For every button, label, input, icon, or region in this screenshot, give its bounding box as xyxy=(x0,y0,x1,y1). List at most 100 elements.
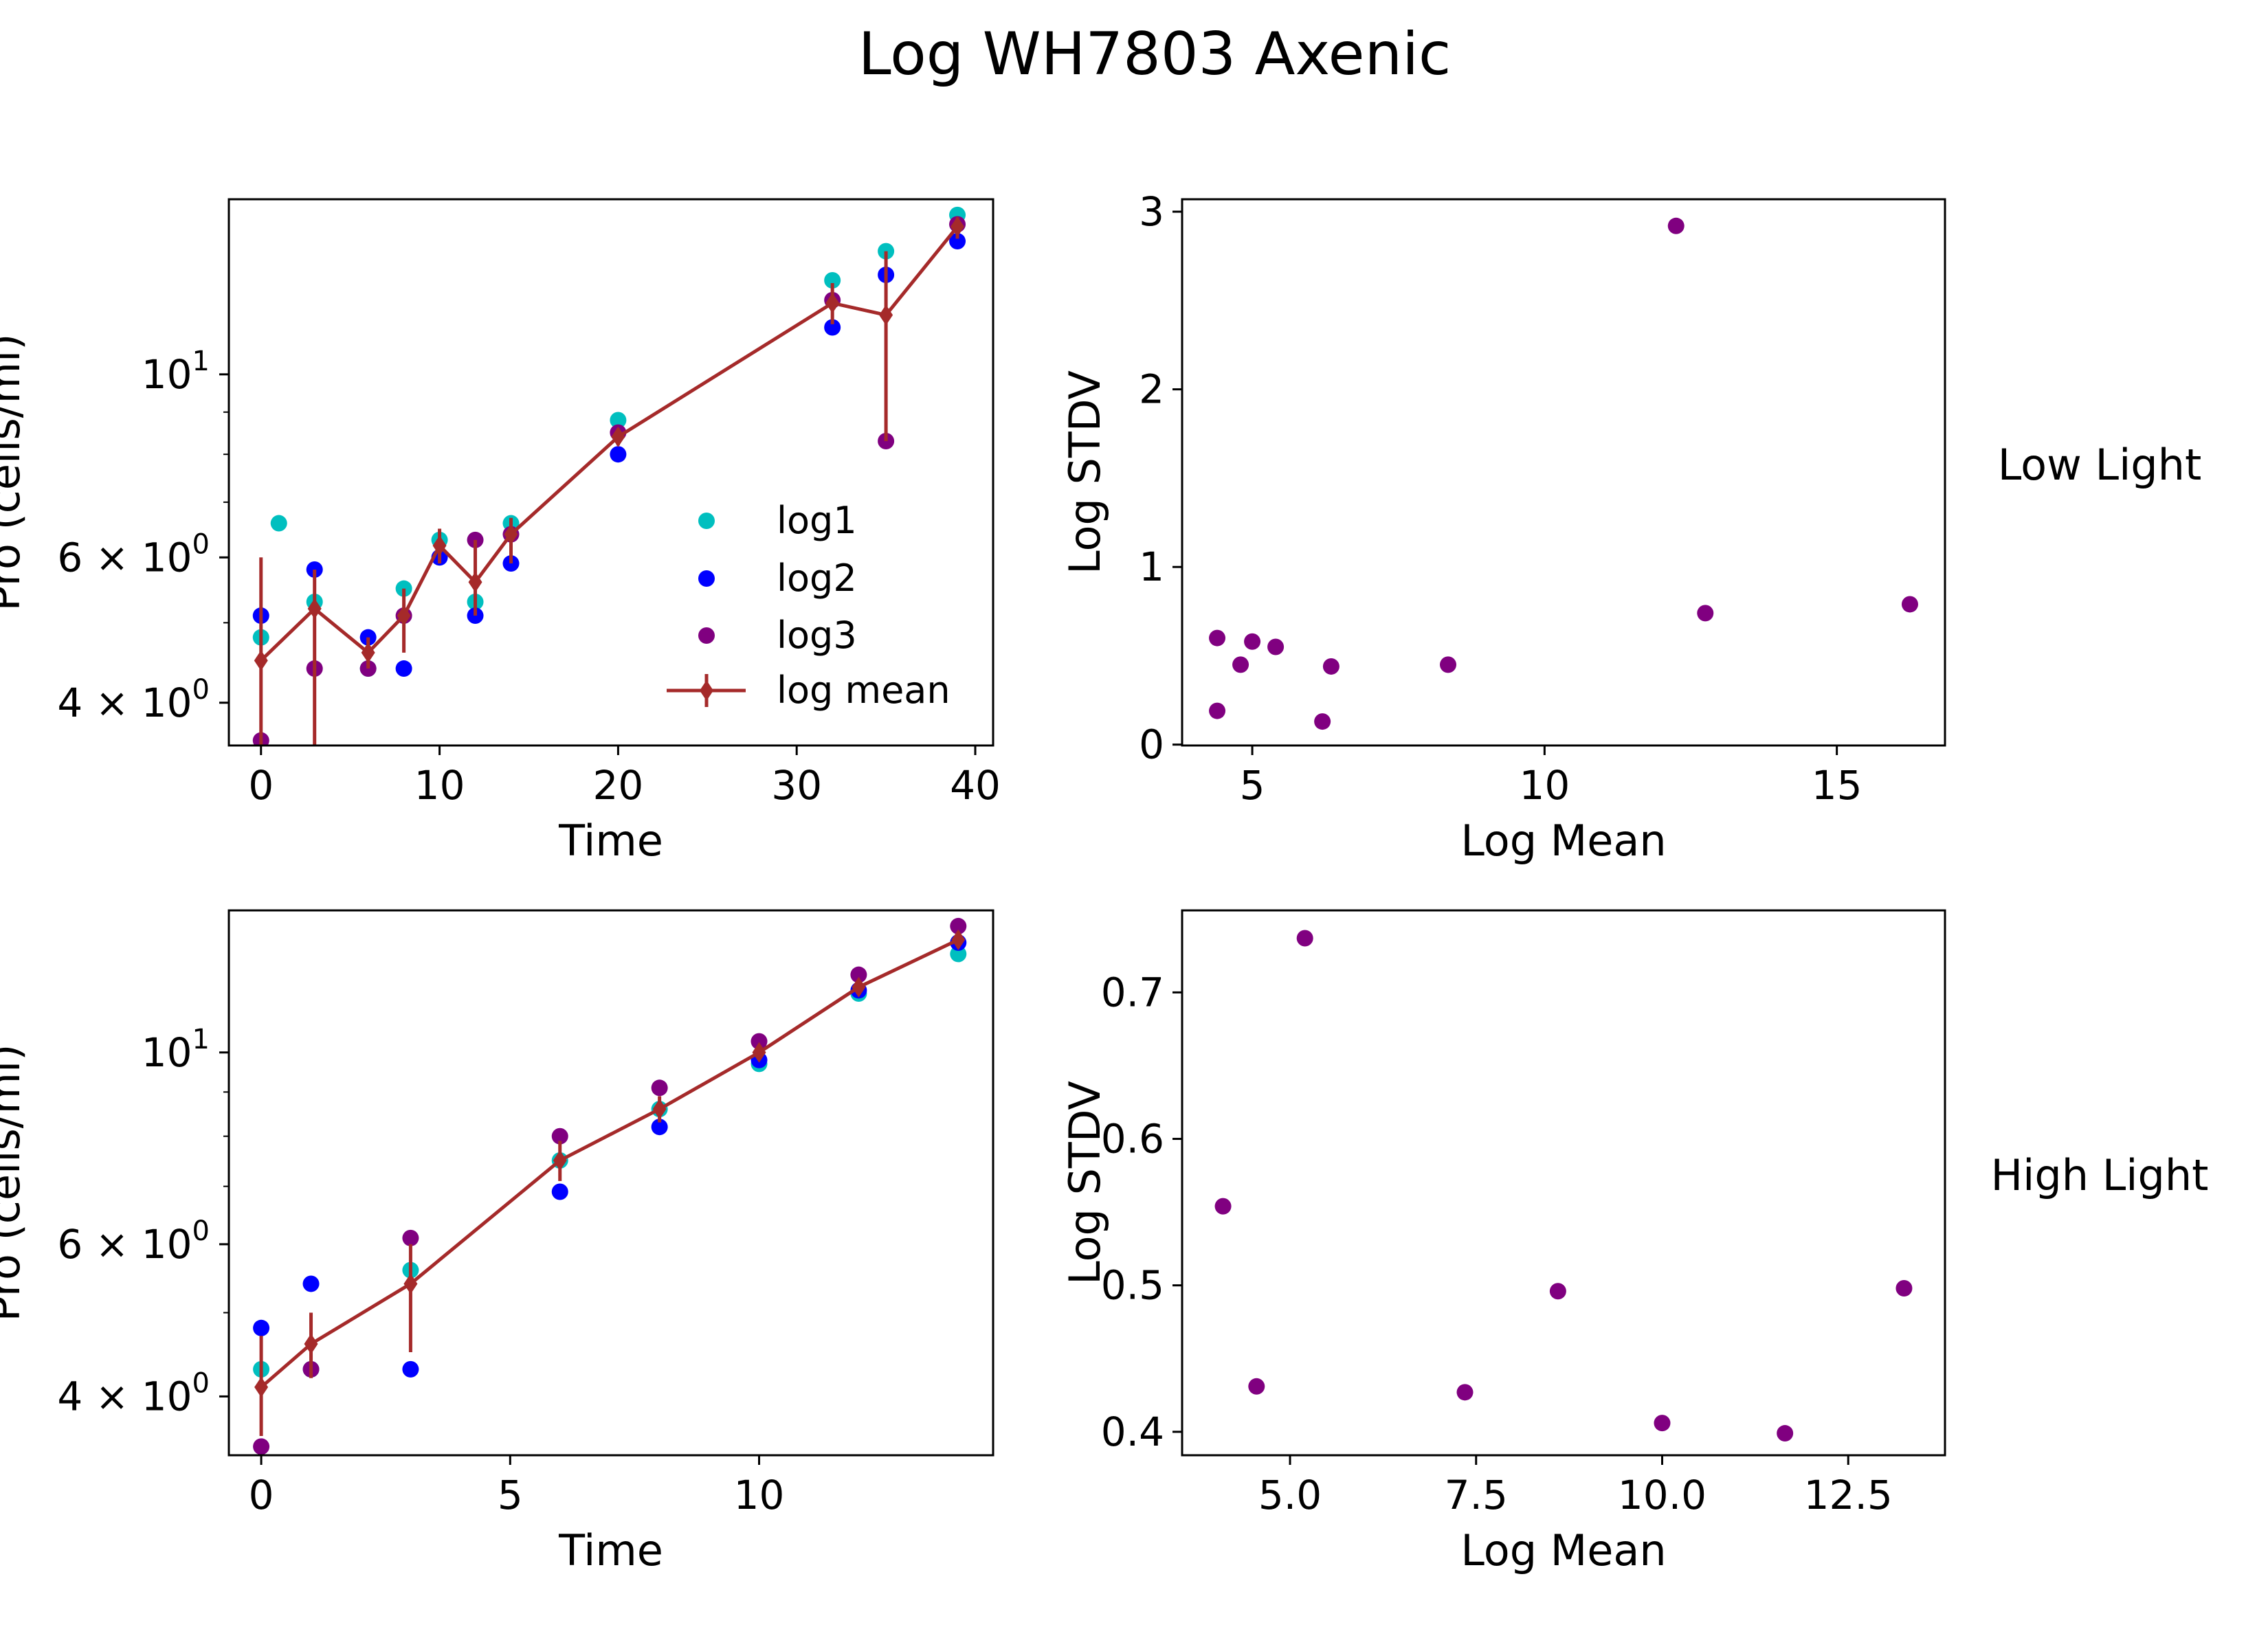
data-point-log2 xyxy=(551,1183,568,1200)
scatter-point xyxy=(1209,629,1226,647)
y-tick-label: 0.4 xyxy=(1101,1409,1164,1455)
y-tick-label: 4 × 100 xyxy=(57,674,210,726)
data-point-log2 xyxy=(651,1119,668,1136)
plot-area xyxy=(253,917,967,1455)
scatter-point xyxy=(1322,658,1339,675)
y-axis-label: Pro (cells/ml) xyxy=(0,334,30,612)
mean-marker xyxy=(254,1376,269,1398)
x-tick-label: 10 xyxy=(1519,762,1570,809)
mean-marker xyxy=(951,929,966,950)
x-tick-label: 12.5 xyxy=(1804,1472,1893,1518)
legend-marker-mean xyxy=(700,680,713,701)
data-point-log3 xyxy=(253,1438,270,1455)
scatter-point xyxy=(1314,713,1331,730)
scatter-point xyxy=(1667,217,1685,234)
mean-marker xyxy=(432,535,447,557)
x-axis-label: Time xyxy=(558,816,663,866)
mean-marker xyxy=(852,976,866,998)
x-tick-label: 0 xyxy=(249,1472,274,1518)
scatter-point xyxy=(1232,656,1249,673)
y-tick-label: 3 xyxy=(1139,188,1164,235)
x-tick-label: 10 xyxy=(734,1472,785,1518)
scatter-point xyxy=(1901,596,1918,613)
scatter-point xyxy=(1244,633,1261,650)
plot-frame xyxy=(227,909,994,1457)
scatter-point xyxy=(1456,1384,1474,1401)
timeseries-low-light: 0 10 20 30 40 Time 4 × 100 6 × 100 101 Pro (cells… xyxy=(0,198,1001,866)
legend-label-mean: log mean xyxy=(777,669,950,712)
scatter-low-light: 5 10 15 Log Mean 0 1 2 3 Log STDV xyxy=(1060,188,1946,866)
data-point-log3 xyxy=(551,1128,568,1145)
data-point-log2 xyxy=(302,1275,320,1292)
scatter-point xyxy=(1214,1198,1232,1215)
plot-frame xyxy=(1181,909,1946,1457)
y-axis-label: Log STDV xyxy=(1060,370,1110,574)
mean-marker xyxy=(468,572,482,593)
x-tick-label: 5.0 xyxy=(1258,1472,1322,1518)
legend-label-log3: log3 xyxy=(777,614,857,657)
y-tick-label: 0 xyxy=(1139,721,1164,768)
plot-frame xyxy=(1181,198,1946,747)
x-tick-label: 5 xyxy=(1240,762,1265,809)
y-tick-label: 4 × 100 xyxy=(57,1367,210,1420)
mean-marker xyxy=(361,642,375,663)
data-point-log2 xyxy=(402,1360,419,1378)
scatter-point xyxy=(1296,930,1313,947)
mean-marker xyxy=(652,1099,667,1120)
legend-marker-log3 xyxy=(698,627,715,644)
mean-marker xyxy=(403,1273,418,1294)
scatter-point xyxy=(1777,1425,1794,1442)
mean-marker xyxy=(304,1334,318,1355)
x-tick-label: 5 xyxy=(498,1472,523,1518)
legend-marker-log1 xyxy=(698,513,715,529)
data-point-log2 xyxy=(395,660,412,677)
x-tick-label: 30 xyxy=(771,762,822,809)
x-tick-label: 10.0 xyxy=(1618,1472,1706,1518)
data-point-log1 xyxy=(610,412,627,429)
y-tick-label: 101 xyxy=(142,346,210,398)
data-point-log2 xyxy=(610,446,627,463)
data-point-log3 xyxy=(402,1229,419,1246)
mean-marker xyxy=(950,216,965,237)
mean-marker xyxy=(611,426,625,447)
mean-marker xyxy=(752,1042,766,1063)
y-tick-label: 0.5 xyxy=(1101,1262,1164,1309)
scatter-high-light: 5.0 7.5 10.0 12.5 Log Mean 0.4 0.5 0.6 0.7 Log ST… xyxy=(1060,909,1946,1575)
plot-frame xyxy=(227,198,994,747)
timeseries-high-light: 0 5 10 Time 4 × 100 6 × 100 101 Pro (cells/ml) xyxy=(0,909,994,1575)
row-label-low-light: Low Light xyxy=(1998,440,2202,490)
mean-marker xyxy=(825,293,840,314)
data-point-log2 xyxy=(253,1319,270,1336)
data-point-log1 xyxy=(824,271,841,289)
legend-label-log2: log2 xyxy=(777,557,857,600)
data-point-log2 xyxy=(824,319,841,336)
plot-area xyxy=(1214,930,1913,1442)
data-point-log3 xyxy=(751,1033,768,1050)
scatter-point xyxy=(1248,1378,1265,1395)
mean-marker xyxy=(553,1149,567,1171)
y-tick-label: 2 xyxy=(1139,366,1164,413)
y-tick-label: 101 xyxy=(142,1024,210,1076)
row-label-high-light: High Light xyxy=(1991,1150,2209,1200)
legend-label-log1: log1 xyxy=(777,499,857,542)
mean-line xyxy=(260,938,959,1389)
y-tick-label: 1 xyxy=(1139,543,1164,590)
scatter-point xyxy=(1654,1415,1671,1432)
y-tick-label: 0.6 xyxy=(1101,1116,1164,1163)
data-point-log1 xyxy=(950,945,967,963)
plot-area xyxy=(1209,217,1918,730)
x-tick-label: 15 xyxy=(1812,762,1863,809)
x-tick-label: 7.5 xyxy=(1445,1472,1508,1518)
plot-area xyxy=(252,206,966,745)
data-point-log1 xyxy=(270,515,287,532)
scatter-point xyxy=(1440,656,1457,673)
legend-marker-log2 xyxy=(698,570,715,587)
data-point-log3 xyxy=(950,917,967,934)
x-axis-label: Log Mean xyxy=(1460,1525,1666,1575)
x-tick-label: 0 xyxy=(248,762,274,809)
figure-title: Log WH7803 Axenic xyxy=(858,20,1452,89)
mean-marker xyxy=(397,605,411,627)
scatter-point xyxy=(1697,605,1714,622)
y-tick-label: 6 × 100 xyxy=(57,528,210,581)
legend: log1 log2 log3 log mean xyxy=(667,499,950,712)
